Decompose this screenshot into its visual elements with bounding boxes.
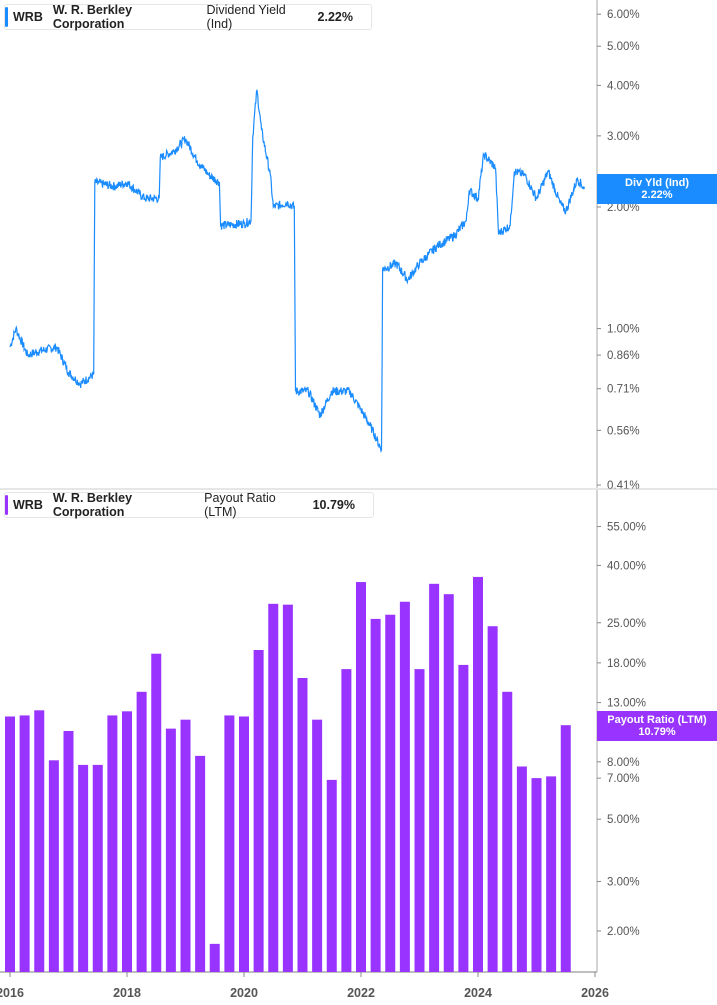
y-tick-label: 3.00% — [607, 131, 640, 143]
payout-bar — [546, 776, 557, 972]
tag-value: 2.22% — [641, 189, 673, 201]
payout-bar — [487, 626, 498, 972]
payout-bar — [34, 710, 45, 972]
y-tick-label: 40.00% — [607, 560, 646, 572]
payout-bar — [429, 583, 440, 972]
payout-bar — [414, 669, 425, 972]
y-tick-label: 0.86% — [607, 350, 640, 362]
payout-bar — [78, 764, 89, 972]
y-tick-label: 0.41% — [607, 480, 640, 492]
payout-bar — [385, 614, 396, 972]
legend-color-marker — [5, 495, 8, 515]
payout-bar — [268, 603, 279, 972]
y-tick-label: 5.00% — [607, 41, 640, 53]
payout-bar — [19, 715, 30, 972]
y-tick-label: 3.00% — [607, 877, 640, 889]
x-tick-label: 2018 — [113, 986, 141, 1000]
y-tick-label: 0.56% — [607, 425, 640, 437]
x-tick-label: 2024 — [464, 986, 492, 1000]
payout-bar — [107, 715, 118, 972]
x-tick-label: 2026 — [581, 986, 609, 1000]
legend-ticker: WRB — [13, 10, 43, 24]
payout-bar — [356, 582, 366, 972]
x-tick-label: 2016 — [0, 986, 24, 1000]
payout-bar — [180, 719, 191, 972]
payout-ratio-chart: 55.00% 40.00% 25.00% 18.00% 13.00% 8.00% 7.00%… — [0, 490, 646, 1000]
current-yield-tag: Div Yld (Ind) 2.22% — [597, 174, 717, 204]
y-tick-label: 18.00% — [607, 658, 646, 670]
legend-color-marker — [5, 7, 8, 27]
payout-bar — [560, 725, 571, 972]
y-tick-label: 13.00% — [607, 698, 646, 710]
payout-bar — [473, 576, 483, 972]
current-payout-tag: Payout Ratio (LTM) 10.79% — [597, 711, 717, 741]
y-tick-label: 25.00% — [607, 618, 646, 630]
legend-value: 10.79% — [312, 498, 355, 512]
y-tick-label: 6.00% — [607, 9, 640, 21]
payout-bar — [136, 691, 147, 972]
legend-metric: Payout Ratio (LTM) — [204, 491, 276, 519]
y-tick-label: 2.00% — [607, 926, 640, 938]
payout-bar — [326, 779, 337, 972]
payout-bar — [531, 778, 542, 972]
legend-value: 2.22% — [317, 10, 353, 24]
dividend-yield-chart: 6.00% 5.00% 4.00% 3.00% 2.00% 1.00% 0.86% 0.71%… — [9, 0, 640, 492]
legend-ticker: WRB — [13, 498, 43, 512]
payout-bar — [312, 719, 323, 972]
payout-bar — [209, 943, 220, 972]
y-tick-label: 2.00% — [607, 202, 640, 214]
tag-value: 10.79% — [638, 726, 676, 738]
y-tick-label: 8.00% — [607, 757, 640, 769]
payout-bar — [195, 755, 206, 972]
tag-label: Div Yld (Ind) — [625, 177, 689, 189]
tag-label: Payout Ratio (LTM) — [607, 714, 707, 726]
y-tick-label: 55.00% — [607, 522, 646, 534]
y-tick-label: 5.00% — [607, 814, 640, 826]
y-tick-label: 4.00% — [607, 80, 640, 92]
x-tick-label: 2020 — [230, 986, 258, 1000]
payout-bar — [399, 601, 410, 972]
payout-bar — [224, 715, 235, 972]
payout-bar — [341, 669, 352, 972]
legend-metric: Dividend Yield (Ind) — [206, 3, 286, 31]
y-tick-label: 1.00% — [607, 324, 640, 336]
payout-bar — [63, 730, 74, 972]
bottom-legend: WRB W. R. Berkley Corporation Payout Rat… — [4, 491, 374, 519]
x-tick-label: 2022 — [347, 986, 375, 1000]
top-legend: WRB W. R. Berkley Corporation Dividend Y… — [4, 3, 372, 31]
payout-bar — [297, 677, 308, 972]
payout-bar — [5, 716, 15, 972]
payout-bar — [92, 764, 103, 972]
dividend-yield-line — [9, 89, 586, 453]
legend-company: W. R. Berkley Corporation — [52, 3, 133, 31]
payout-bar — [502, 691, 513, 972]
y-tick-label: 7.00% — [607, 773, 640, 785]
payout-bar — [443, 594, 454, 972]
y-tick-label: 0.71% — [607, 384, 640, 396]
payout-bar — [239, 716, 249, 972]
payout-bar — [165, 728, 176, 972]
payout-bar — [122, 711, 132, 972]
payout-bar — [48, 760, 59, 972]
payout-bar — [370, 618, 381, 972]
payout-bar — [458, 664, 469, 972]
payout-bar — [151, 653, 162, 972]
payout-bar — [253, 650, 264, 972]
payout-bar — [282, 604, 293, 972]
payout-bar — [516, 766, 527, 972]
legend-company: W. R. Berkley Corporation — [52, 491, 133, 519]
